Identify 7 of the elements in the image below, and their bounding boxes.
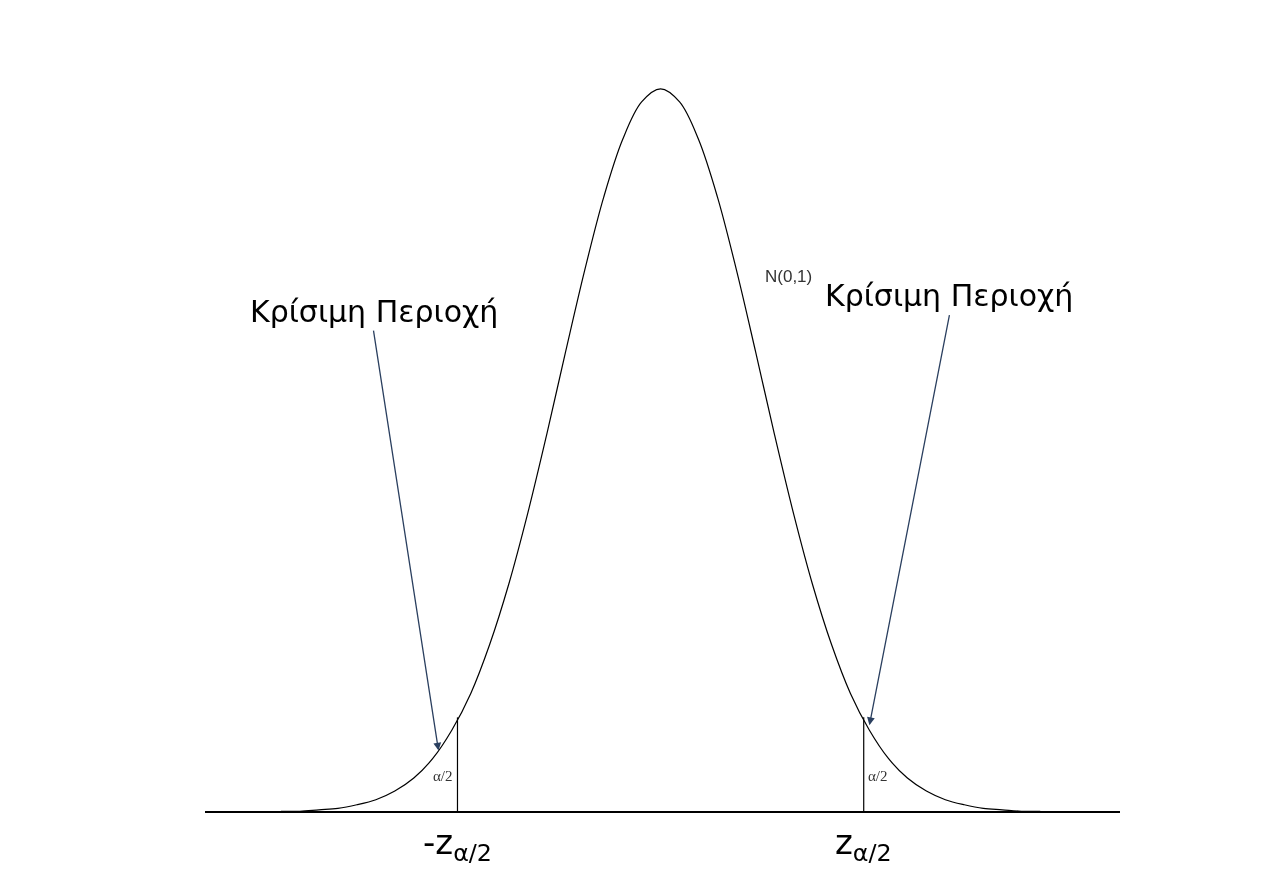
annotation: Κρίσιμη Περιοχή: [250, 294, 499, 329]
annotation: N(0,1): [765, 267, 813, 286]
annotation: α/2: [433, 768, 453, 784]
annotation: Κρίσιμη Περιοχή: [825, 278, 1074, 313]
annotation: α/2: [868, 768, 888, 784]
text: z$_{α/2}$: [835, 822, 892, 868]
text: -z$_{α/2}$: [423, 822, 492, 868]
